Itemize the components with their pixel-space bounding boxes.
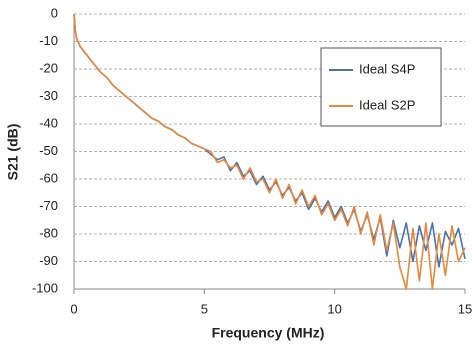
y-tick-label: -80 (39, 225, 58, 240)
y-tick-label: -50 (39, 143, 58, 158)
x-tick-label: 15 (458, 301, 472, 316)
y-tick-label: -40 (39, 115, 58, 130)
x-tick-label: 10 (327, 301, 341, 316)
series-line (73, 13, 466, 290)
y-tick-label: -60 (39, 170, 58, 185)
x-axis-title: Frequency (MHz) (212, 325, 325, 341)
x-tick-label: 5 (201, 301, 208, 316)
y-tick-label: -20 (39, 60, 58, 75)
y-tick-label: -100 (32, 280, 58, 295)
y-axis-title: S21 (dB) (5, 124, 21, 181)
y-tick-label: -90 (39, 253, 58, 268)
legend-label: Ideal S4P (359, 61, 415, 76)
y-tick-label: 0 (51, 5, 58, 20)
legend-label: Ideal S2P (359, 97, 415, 112)
y-tick-label: -10 (39, 33, 58, 48)
y-tick-label: -30 (39, 88, 58, 103)
legend-box (320, 47, 442, 127)
x-tick-label: 0 (70, 301, 77, 316)
y-tick-label: -70 (39, 198, 58, 213)
